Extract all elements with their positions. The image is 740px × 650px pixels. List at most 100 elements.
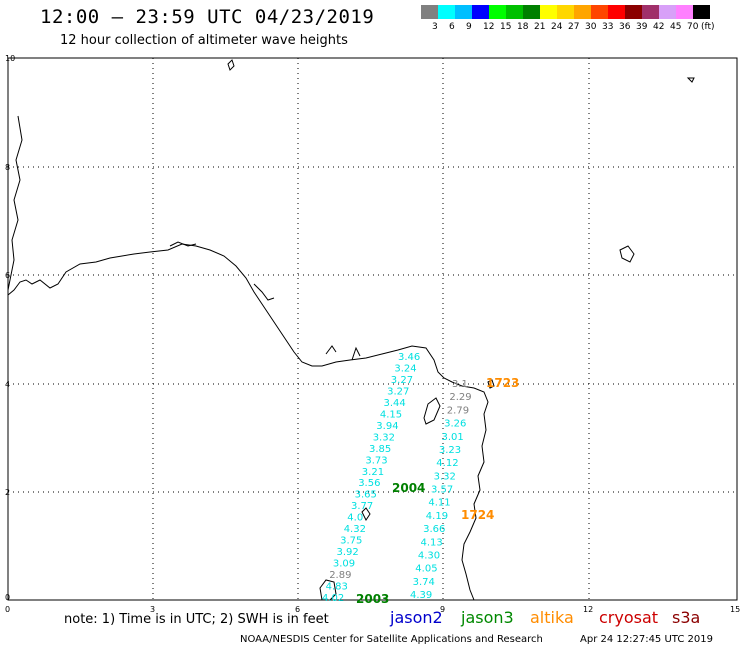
legend-label: 24 (551, 22, 563, 32)
axis-tick-labels: 0 3 6 9 12 15 10 8 6 4 2 0 (5, 54, 740, 614)
wave-height-value: 2.79 (447, 405, 469, 416)
wave-height-value: 4.30 (418, 550, 440, 561)
satellite-jason3: jason3 (461, 608, 514, 627)
wave-height-color-legend (421, 5, 727, 19)
wave-height-value: 2.89 (329, 570, 351, 581)
wave-height-value: 4.12 (436, 458, 458, 469)
wave-height-value: 3.24 (394, 364, 416, 375)
legend-label: 27 (568, 22, 580, 32)
wave-height-value: 3.23 (439, 445, 461, 456)
satellite-jason2: jason2 (390, 608, 443, 627)
wave-height-value: 3.66 (423, 524, 445, 535)
legend-label: 30 (585, 22, 597, 32)
legend-swatch (523, 5, 540, 19)
track-left-values: 3.463.243.273.273.444.153.943.323.853.73… (322, 352, 420, 604)
wave-height-value: 3.26 (444, 419, 466, 430)
wave-height-value: 4.05 (415, 564, 437, 575)
legend-label: 6 (449, 22, 455, 32)
footer-credit: NOAA/NESDIS Center for Satellite Applica… (240, 634, 543, 645)
legend-swatch (625, 5, 642, 19)
legend-swatch (608, 5, 625, 19)
wave-height-value: 3.09 (333, 559, 355, 570)
track-time-2004: 2004 (392, 481, 425, 495)
x-tick-12: 12 (583, 605, 593, 614)
coastline (7, 59, 695, 601)
legend-label: 12 (483, 22, 495, 32)
wave-height-value: 4.13 (421, 537, 443, 548)
x-tick-0: 0 (5, 605, 10, 614)
legend-label: 9 (466, 22, 472, 32)
legend-label: 39 (636, 22, 648, 32)
wave-height-value: 3.85 (369, 444, 391, 455)
wave-height-value: 3.1 (452, 379, 468, 390)
wave-height-value: 3.65 (355, 490, 377, 501)
wave-height-value: 3.32 (373, 432, 395, 443)
x-tick-9: 9 (440, 605, 445, 614)
wave-height-legend-labels: 3 6 9 12 15 18 21 24 27 30 33 36 39 42 45 70 (ft) (421, 22, 740, 34)
wave-height-value: 3.56 (358, 478, 380, 489)
wave-height-value: 4.83 (326, 582, 348, 593)
legend-label: 36 (619, 22, 631, 32)
wave-height-value: 3.46 (398, 352, 420, 363)
wave-height-value: 4.0 (347, 513, 363, 524)
legend-swatch (676, 5, 693, 19)
track-time-1724: 1724 (461, 508, 494, 522)
y-tick-8: 8 (5, 163, 10, 172)
map-frame (7, 57, 738, 601)
legend-swatch (642, 5, 659, 19)
legend-label: 18 (517, 22, 529, 32)
wave-height-value: 3.44 (384, 398, 406, 409)
y-tick-0: 0 (5, 593, 10, 602)
track-time-2003: 2003 (356, 592, 389, 606)
wave-height-value: 4.32 (344, 524, 366, 535)
legend-label: 42 (653, 22, 665, 32)
wave-height-value: 3.01 (442, 432, 464, 443)
legend-label: 45 (670, 22, 682, 32)
wave-height-value: 3.94 (376, 421, 398, 432)
legend-swatch (591, 5, 608, 19)
wave-height-value: 3.92 (337, 547, 359, 558)
wave-height-value: 3.74 (413, 577, 435, 588)
legend-swatch (693, 5, 710, 19)
x-tick-15: 15 (730, 605, 740, 614)
satellite-cryosat: cryosat (599, 608, 659, 627)
y-tick-10: 10 (5, 54, 15, 63)
legend-swatch (574, 5, 591, 19)
legend-swatch (472, 5, 489, 19)
page-subtitle: 12 hour collection of altimeter wave hei… (60, 33, 348, 48)
y-tick-6: 6 (5, 271, 10, 280)
track-right-values: 3.1 2.29 2.79 3.26 3.01 3.23 4.12 3.32 3.57 4.11 4… (410, 379, 472, 601)
page-title: 12:00 – 23:59 UTC 04/23/2019 (40, 6, 375, 28)
satellite-altika: altika (530, 608, 574, 627)
satellite-s3a: s3a (672, 608, 701, 627)
footer-note: note: 1) Time is in UTC; 2) SWH is in fe… (64, 612, 329, 627)
legend-swatch (659, 5, 676, 19)
legend-label: 3 (432, 22, 438, 32)
map-grid (8, 58, 737, 600)
wave-height-value: 3.73 (365, 455, 387, 466)
footer-timestamp: Apr 24 12:27:45 UTC 2019 (580, 634, 713, 645)
legend-swatch (438, 5, 455, 19)
wave-height-value: 3.21 (362, 467, 384, 478)
wave-height-value: 3.77 (351, 501, 373, 512)
legend-label: 33 (602, 22, 614, 32)
wave-height-value: 3.27 (391, 375, 413, 386)
wave-height-value: 3.75 (340, 536, 362, 547)
y-tick-2: 2 (5, 488, 10, 497)
wave-height-value: 2.29 (449, 392, 471, 403)
wave-height-value: 4.11 (428, 498, 450, 509)
wave-height-value: 4.15 (380, 409, 402, 420)
wave-height-value: 4.19 (426, 511, 448, 522)
track-time-1723: 1723 (486, 376, 519, 390)
legend-label: 21 (534, 22, 546, 32)
legend-label: 15 (500, 22, 512, 32)
wave-height-value: 3.57 (431, 485, 453, 496)
legend-swatch (489, 5, 506, 19)
legend-swatch (455, 5, 472, 19)
legend-swatch (421, 5, 438, 19)
legend-swatch (540, 5, 557, 19)
legend-label: 70 (687, 22, 699, 32)
y-tick-4: 4 (5, 380, 10, 389)
